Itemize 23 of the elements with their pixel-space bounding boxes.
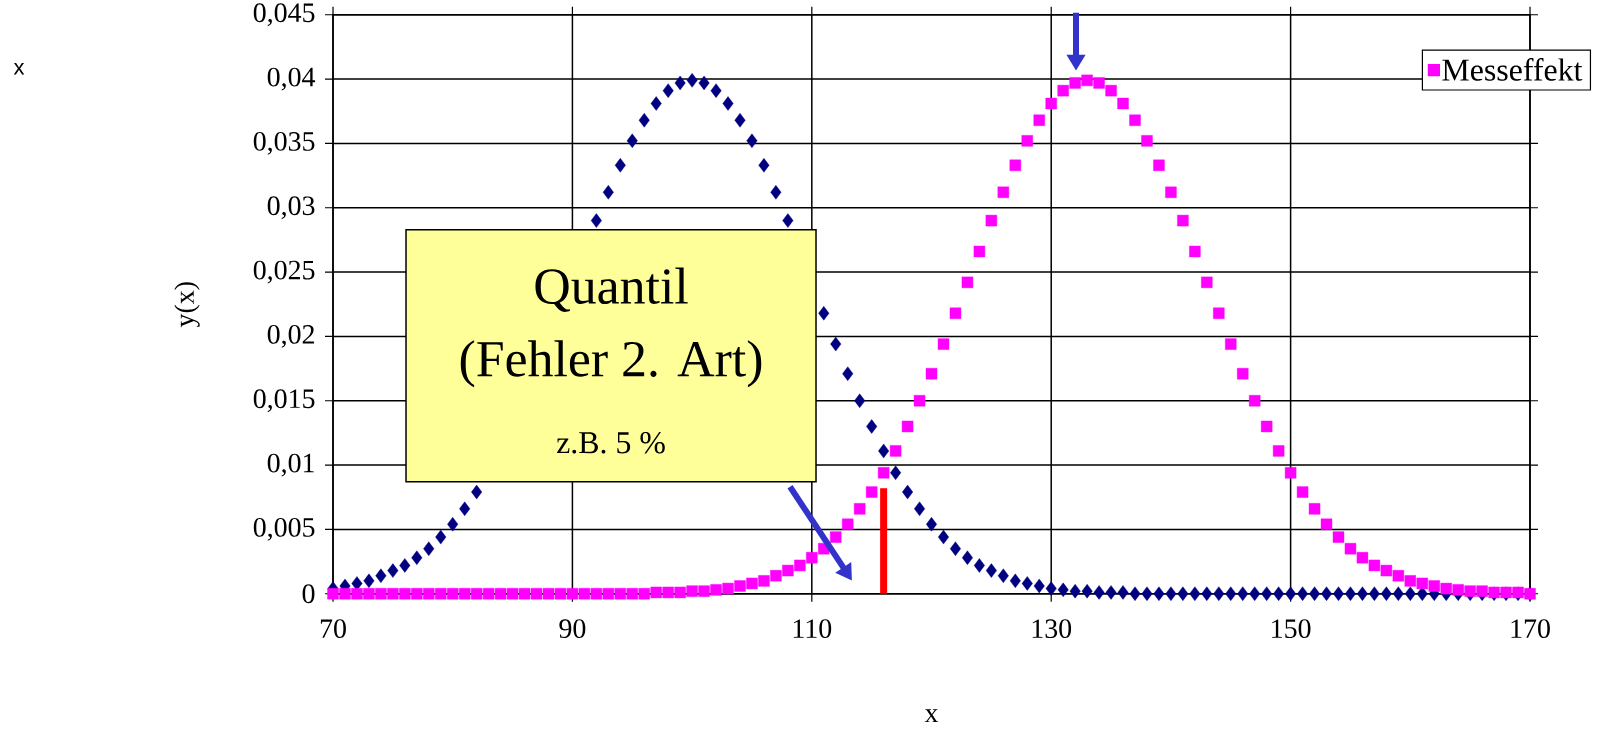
y-tick-label: 0,035 — [253, 132, 315, 155]
x-tick-label: 90 — [559, 619, 586, 639]
y-tick-label: 0,045 — [253, 3, 315, 27]
y-tick-label: 0,015 — [253, 389, 315, 413]
x-axis-title: x — [924, 709, 939, 723]
text: x — [13, 63, 25, 75]
y-tick-label: 0,005 — [253, 518, 315, 541]
y-tick-label: 0,025 — [253, 260, 315, 284]
x-tick-label: 130 — [1032, 619, 1072, 639]
y-tick-label: 0,04 — [267, 67, 316, 91]
y-tick-label: 0,01 — [267, 453, 314, 477]
y-axis-title: y(x) — [174, 282, 200, 328]
annotation: (Fehler 2. Art) — [460, 340, 762, 388]
annotation: Quantil — [535, 267, 688, 313]
annotation: z.B. 5 % — [556, 432, 665, 454]
x-tick-label: 170 — [1511, 619, 1550, 639]
x-tick-label: 150 — [1272, 619, 1311, 639]
y-tick-label: 0,03 — [267, 196, 315, 220]
y-tick-label: 0 — [302, 584, 315, 604]
x-tick-label: 110 — [793, 619, 832, 639]
legend-label: Messeffekt — [1442, 58, 1583, 81]
y-tick-label: 0,02 — [267, 325, 314, 348]
x-tick-label: 70 — [320, 619, 346, 639]
